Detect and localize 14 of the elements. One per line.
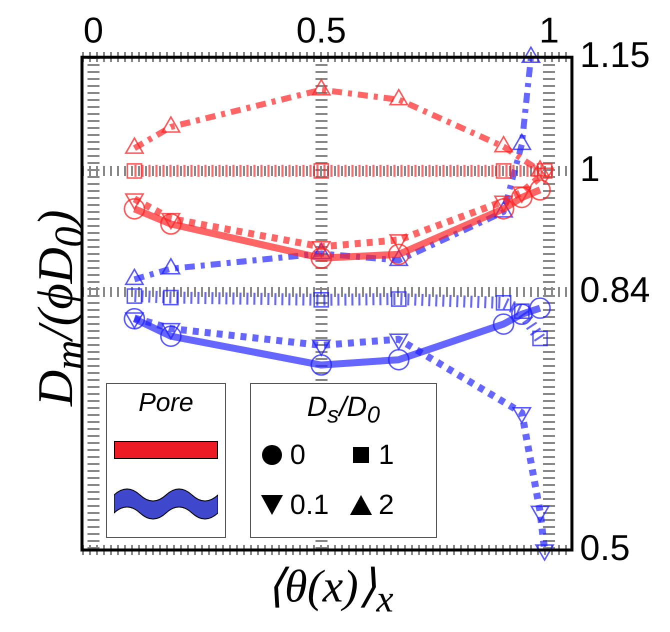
x-tick-label: 0.5 xyxy=(296,10,346,51)
x-tick-label: 0 xyxy=(83,10,104,51)
y-tick-label: 1 xyxy=(580,148,600,189)
legend-title: D$_{s}$/D$_{0}$ xyxy=(306,391,381,429)
y-tick-label: 1.15 xyxy=(580,34,650,76)
x-axis-title: ⟨θ(x)⟩$_{x}$ xyxy=(266,559,394,622)
annotation: 2 xyxy=(378,488,394,521)
annotation: 0 xyxy=(290,438,306,471)
annotation: 0.1 xyxy=(290,488,329,521)
annotation: 1 xyxy=(378,438,394,471)
x-tick-label: 1 xyxy=(539,10,560,51)
annotation: Pore xyxy=(138,387,194,418)
y-tick-label: 0.84 xyxy=(580,269,650,310)
y-tick-label: 0.5 xyxy=(580,526,630,568)
